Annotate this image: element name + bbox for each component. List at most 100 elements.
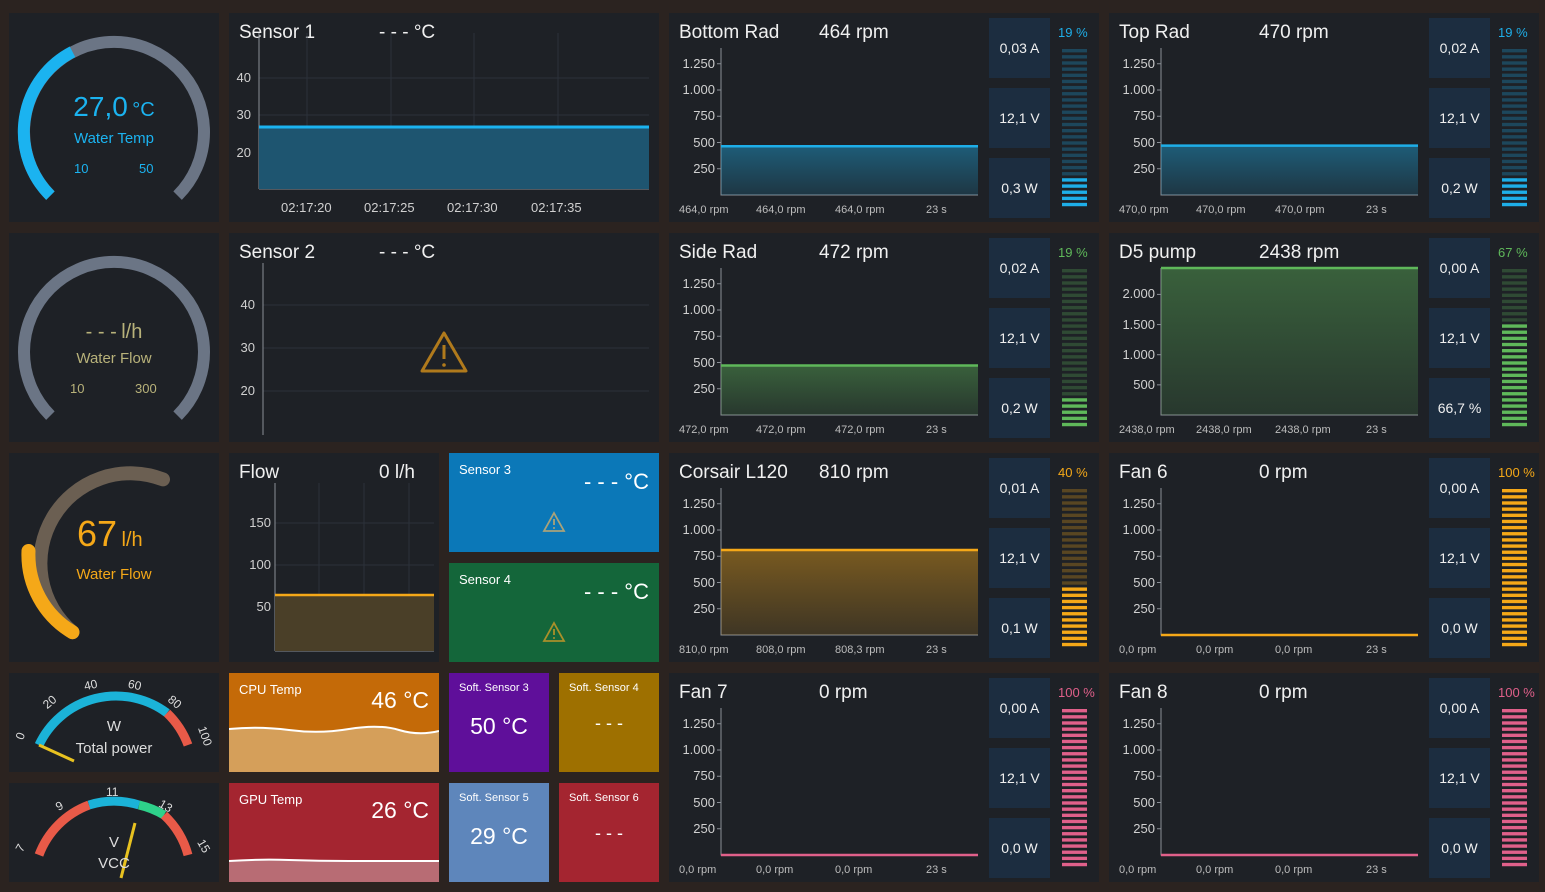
level-segment — [1062, 538, 1087, 542]
fan-footer-stat: 0,0 rpm — [835, 864, 873, 876]
level-segment — [1502, 544, 1527, 548]
fan-footer-stat: 0,0 rpm — [1196, 864, 1234, 876]
soft-sensor-4-label: Soft. Sensor 4 — [569, 682, 639, 694]
fan-ytick: 1.000 — [682, 82, 715, 97]
level-segment — [1062, 752, 1087, 756]
cpu-temp-label: CPU Temp — [239, 682, 302, 697]
sensor-1-area — [259, 127, 649, 189]
level-segment — [1502, 813, 1527, 817]
cpu-temp-sparkline — [229, 725, 439, 772]
fan-ytick: 250 — [1133, 600, 1155, 616]
level-segment — [1062, 355, 1087, 359]
sensor-2-title: Sensor 2 — [239, 242, 316, 263]
level-segment — [1502, 202, 1527, 207]
level-segment — [1502, 758, 1527, 762]
level-segment — [1062, 293, 1087, 297]
fan-footer-stat: 0,0 rpm — [1275, 644, 1313, 656]
level-segment — [1502, 844, 1527, 848]
soft-sensor-3-tile: Soft. Sensor 3 50 °C — [449, 673, 549, 772]
sensor-1-title: Sensor 1 — [239, 22, 316, 43]
fan-footer-stat: 23 s — [926, 204, 947, 216]
level-segment — [1062, 135, 1087, 139]
fan-footer-stat: 464,0 rpm — [835, 204, 885, 216]
fan-ytick: 250 — [1133, 160, 1155, 176]
fan-ytick: 500 — [693, 574, 715, 590]
level-segment — [1502, 404, 1527, 408]
level-segment — [1062, 202, 1087, 207]
level-segment — [1062, 184, 1087, 188]
sensor-2-ytick: 40 — [240, 297, 255, 312]
power-unit: W — [106, 718, 122, 735]
fan-ytick: 1.000 — [682, 302, 715, 317]
level-segment — [1062, 770, 1087, 774]
level-segment — [1502, 501, 1527, 505]
water-temp-gauge-arc — [17, 35, 210, 200]
fan-ytick: 750 — [693, 768, 715, 784]
level-segment — [1502, 593, 1527, 597]
level-segment — [1502, 355, 1527, 359]
fan-current-box: 0,02 A — [989, 238, 1050, 298]
sensor-2-ytick: 20 — [240, 383, 255, 398]
level-segment — [1062, 398, 1087, 402]
level-segment — [1062, 844, 1087, 848]
vcc-unit: V — [108, 834, 119, 851]
level-segment — [1502, 153, 1527, 157]
sensor-1-xtick: 02:17:25 — [364, 200, 415, 215]
water-temp-value: 27,0 — [73, 91, 128, 122]
level-segment — [1502, 599, 1527, 604]
level-segment — [1502, 104, 1527, 108]
level-segment — [1502, 141, 1527, 145]
level-segment — [1502, 55, 1527, 59]
level-segment — [1502, 624, 1527, 628]
warning-icon — [542, 511, 566, 532]
level-segment — [1502, 79, 1527, 84]
fan-name: Top Rad — [1119, 22, 1190, 43]
flow-ytick: 100 — [249, 557, 271, 572]
level-segment — [1062, 556, 1087, 561]
level-segment — [1062, 618, 1087, 622]
level-segment — [1502, 165, 1527, 170]
flow-chart-panel: Flow 0 l/h 150 100 50 — [229, 453, 439, 662]
level-segment — [1062, 605, 1087, 610]
fan-name: Bottom Rad — [679, 22, 780, 43]
fan-footer-stat: 0,0 rpm — [679, 864, 717, 876]
power-tick-40: 40 — [82, 676, 99, 694]
fan-chart — [717, 708, 1087, 867]
level-segment — [1062, 110, 1087, 114]
level-segment — [1502, 299, 1527, 304]
level-segment — [1062, 410, 1087, 414]
level-segment — [1062, 593, 1087, 597]
level-segment — [1502, 807, 1527, 811]
level-segment — [1502, 819, 1527, 824]
water-flow-2-label: Water Flow — [76, 566, 152, 583]
sensor-2-ytick: 30 — [240, 340, 255, 355]
level-segment — [1502, 92, 1527, 96]
fan-level-percent: 40 % — [1058, 465, 1088, 480]
level-segment — [1502, 122, 1527, 127]
fan-panel: Side Rad 472 rpm 1.250 1.000 750 500 250 472,0 … — [669, 233, 1099, 442]
level-segment — [1502, 287, 1527, 291]
fan-ytick: 750 — [1133, 548, 1155, 564]
soft-sensor-6-label: Soft. Sensor 6 — [569, 792, 639, 804]
level-segment — [1062, 281, 1087, 285]
fan-footer-stat: 23 s — [926, 864, 947, 876]
fan-panel: D5 pump 2438 rpm 2.000 1.500 1.000 500 2438,0 … — [1109, 233, 1539, 442]
level-segment — [1062, 275, 1087, 279]
fan-footer-stat: 2438,0 rpm — [1196, 424, 1252, 436]
water-flow-min: 10 — [70, 381, 85, 396]
fan-panel: Top Rad 470 rpm 1.250 1.000 750 500 250 470,0 r… — [1109, 13, 1539, 222]
total-power-gauge-dial — [34, 691, 193, 763]
soft-sensor-6-value: - - - — [595, 823, 623, 843]
sensor-1-chart-panel: Sensor 1 - - - °C 40 30 20 02:17:20 02:1… — [229, 13, 659, 222]
level-segment — [1062, 862, 1087, 867]
sensor-1-value: - - - °C — [379, 22, 436, 43]
level-segment — [1502, 825, 1527, 830]
level-segment — [1502, 856, 1527, 861]
flow-chart — [274, 483, 434, 652]
water-temp-max: 50 — [139, 161, 154, 176]
level-segment — [1502, 135, 1527, 139]
level-segment — [1502, 293, 1527, 297]
level-segment — [1062, 507, 1087, 511]
level-segment — [1062, 61, 1087, 65]
level-segment — [1062, 739, 1087, 744]
